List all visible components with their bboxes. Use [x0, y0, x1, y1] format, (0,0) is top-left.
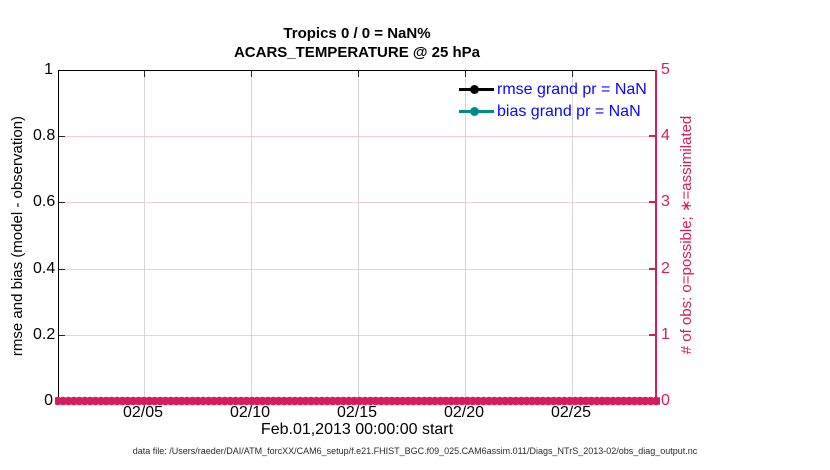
- data-file-caption: data file: /Users/raeder/DAI/ATM_forcXX/…: [132, 446, 698, 456]
- tick-mark: [59, 202, 65, 203]
- tick-mark: [144, 71, 145, 77]
- y2-axis-title: # of obs: o=possible; ∗=assimilated: [678, 115, 695, 355]
- y2-tick-label: 1: [661, 326, 670, 343]
- gridline-horizontal: [59, 335, 655, 336]
- y2-tick-label: 2: [661, 260, 670, 277]
- y2-tick-label: 0: [661, 392, 670, 409]
- x-tick-label: 02/20: [443, 404, 485, 421]
- chart-subtitle: ACARS_TEMPERATURE @ 25 hPa: [233, 44, 481, 61]
- tick-mark: [649, 135, 655, 137]
- plot-area: rmse grand pr = NaN bias grand pr = NaN: [55, 70, 660, 406]
- y-axis-title: rmse and bias (model - observation): [9, 115, 26, 357]
- tick-mark: [59, 335, 65, 336]
- x-tick-label: 02/15: [336, 404, 378, 421]
- y-tick-label: 0.4: [33, 260, 56, 277]
- legend-marker-bias: [470, 107, 479, 116]
- y-tick-label: 0.6: [33, 193, 56, 210]
- gridline-horizontal: [59, 202, 655, 203]
- gridline-vertical: [358, 71, 359, 399]
- right-axis-line: [655, 70, 657, 401]
- gridline-horizontal: [59, 136, 655, 137]
- gridline-vertical: [465, 71, 466, 399]
- x-axis-title: Feb.01,2013 00:00:00 start: [260, 421, 454, 438]
- y-tick-label: 1: [44, 61, 53, 78]
- tick-mark: [59, 269, 65, 270]
- gridline-vertical: [572, 71, 573, 399]
- tick-mark: [358, 71, 359, 77]
- x-tick-label: 02/05: [122, 404, 164, 421]
- chart-title: Tropics 0 / 0 = NaN%: [283, 25, 431, 42]
- legend-marker-rmse: [470, 85, 479, 94]
- tick-mark: [649, 201, 655, 203]
- y2-tick-label: 3: [661, 193, 670, 210]
- tick-mark: [649, 268, 655, 270]
- tick-mark: [649, 334, 655, 336]
- obs-marker-band: [55, 396, 660, 406]
- tick-mark: [465, 71, 466, 77]
- x-tick-label: 02/10: [229, 404, 271, 421]
- y2-tick-label: 4: [661, 127, 670, 144]
- y-tick-label: 0.8: [33, 127, 56, 144]
- tick-mark: [59, 136, 65, 137]
- y2-tick-label: 5: [661, 61, 670, 78]
- y-tick-label: 0: [44, 392, 53, 409]
- y-tick-label: 0.2: [33, 326, 56, 343]
- gridline-horizontal: [59, 269, 655, 270]
- x-tick-label: 02/25: [550, 404, 592, 421]
- gridline-vertical: [144, 71, 145, 399]
- tick-mark: [251, 71, 252, 77]
- legend-label-bias: bias grand pr = NaN: [497, 103, 641, 120]
- gridline-vertical: [251, 71, 252, 399]
- tick-mark: [572, 71, 573, 77]
- legend-label-rmse: rmse grand pr = NaN: [497, 81, 647, 98]
